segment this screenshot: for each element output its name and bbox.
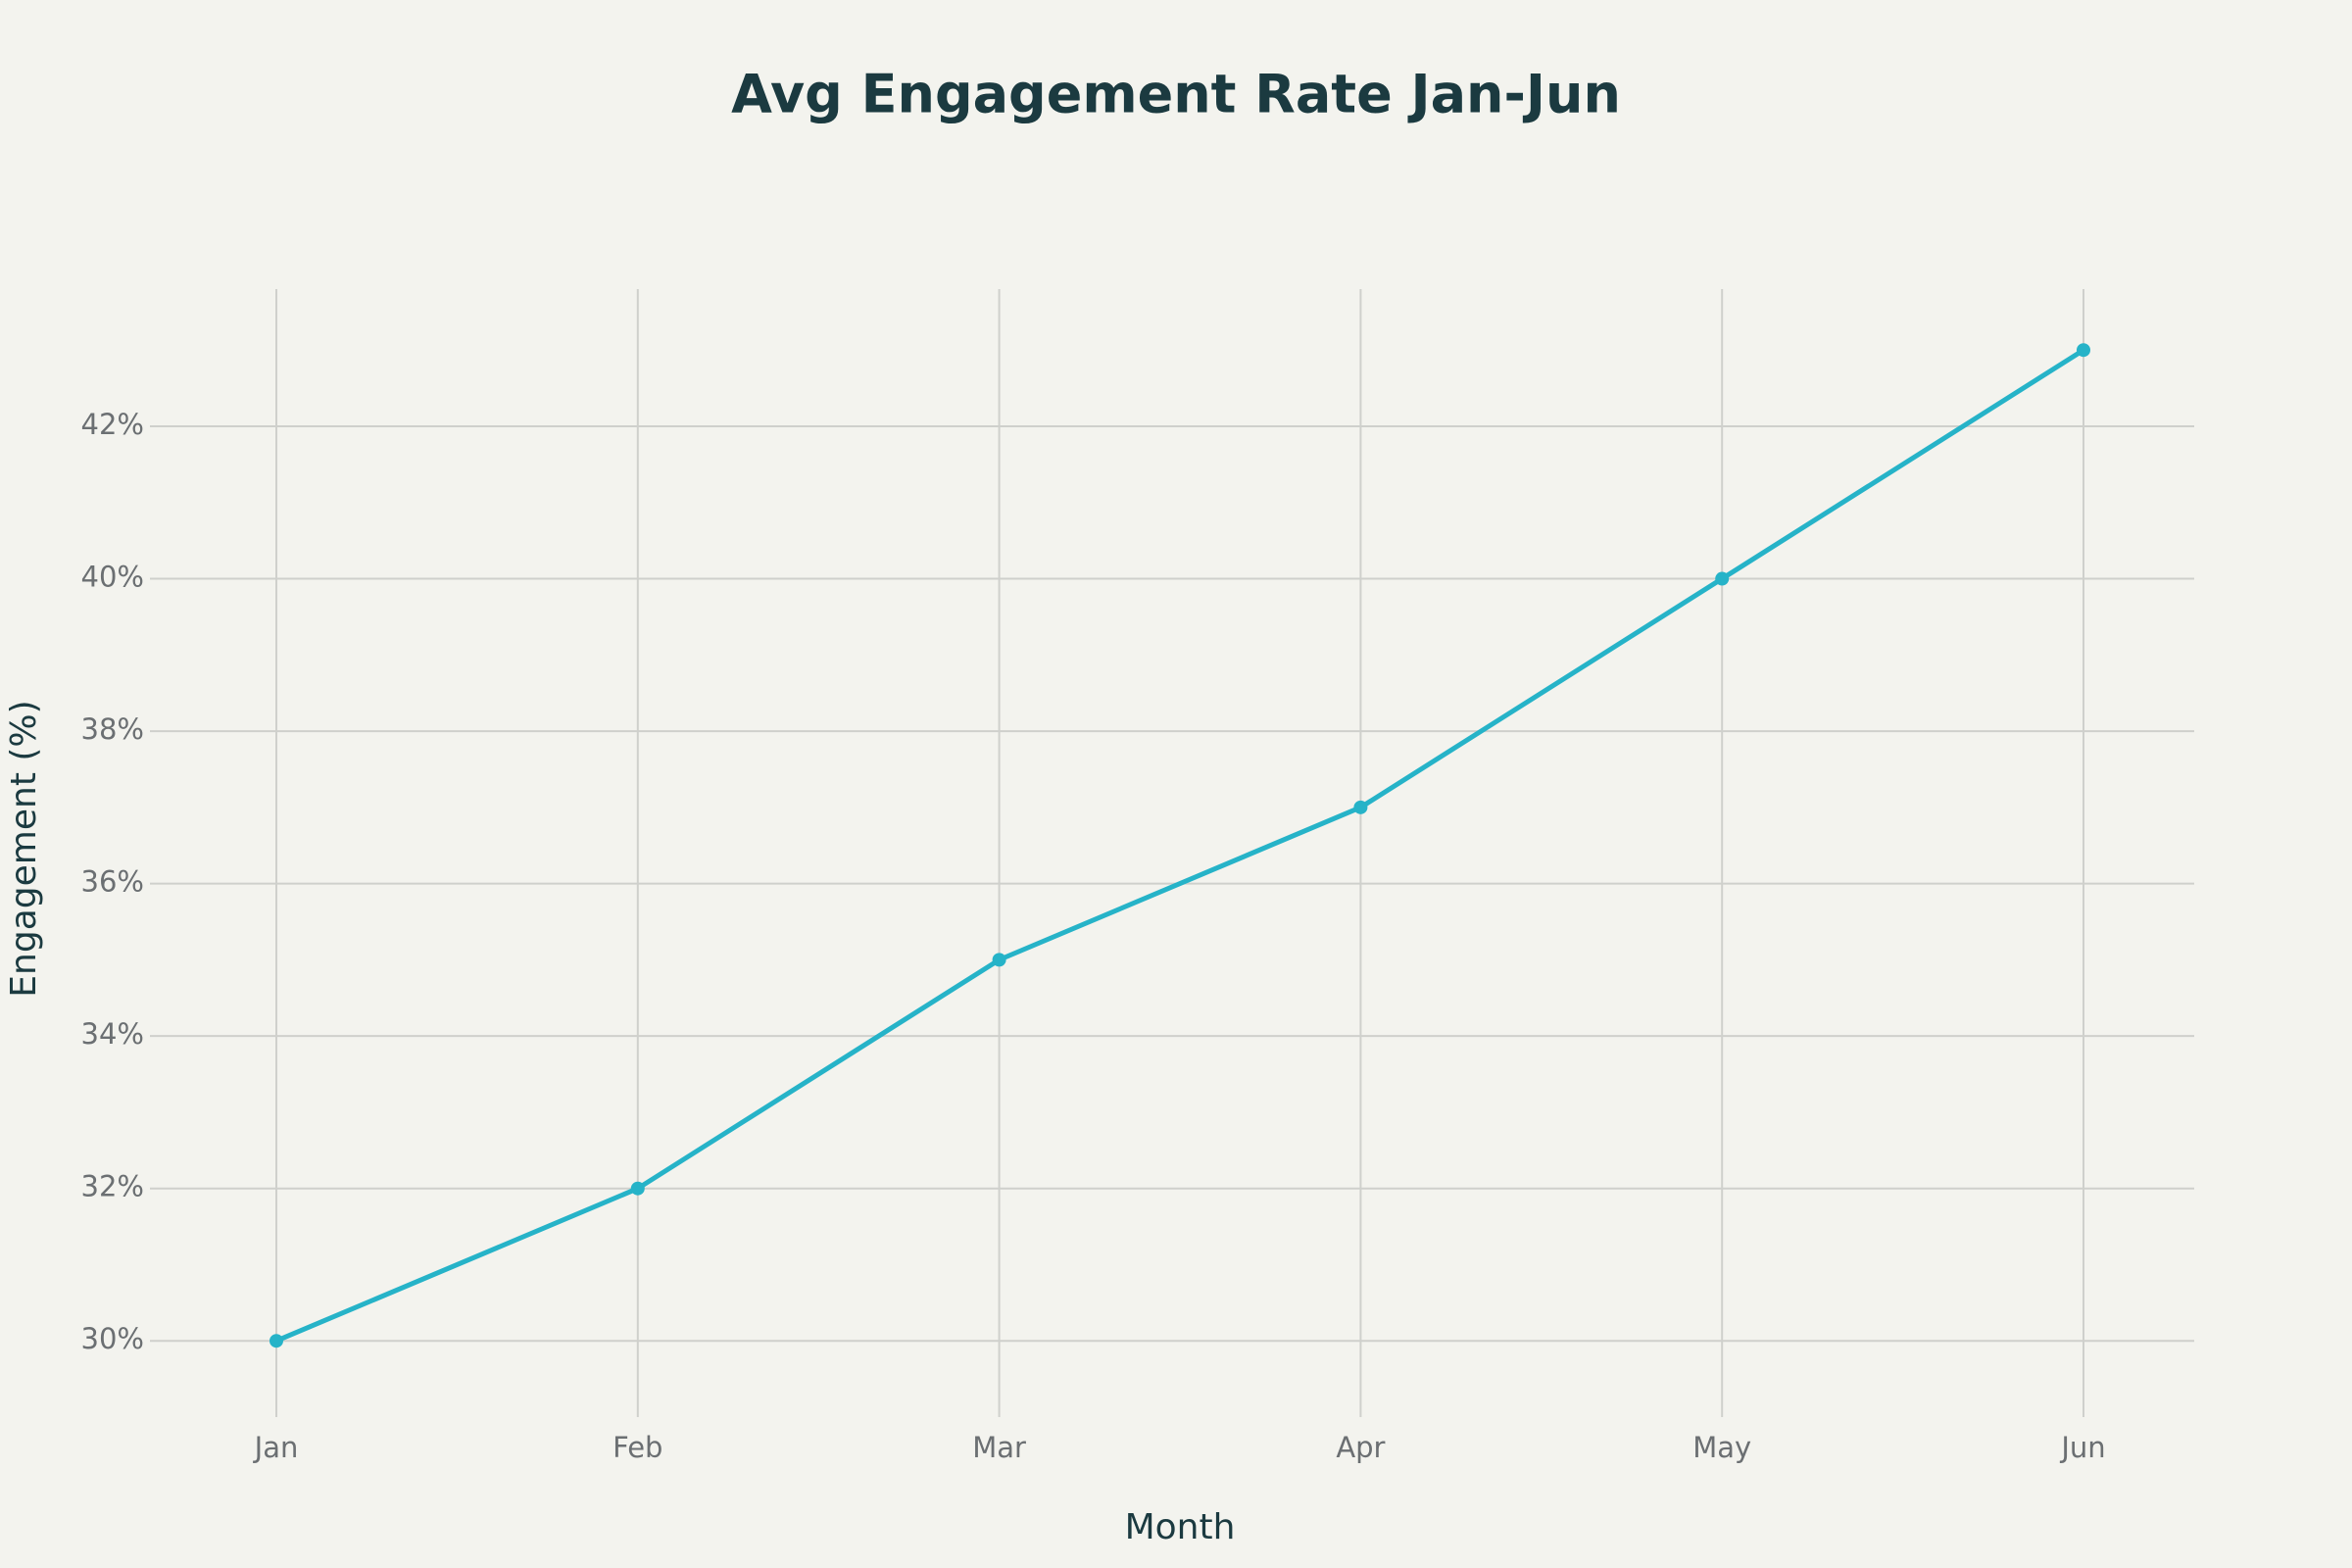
x-tick-label: Apr [1336, 1431, 1385, 1464]
y-tick-label: 34% [81, 1017, 144, 1051]
point [1715, 571, 1730, 586]
line [275, 348, 2085, 1344]
y-tick-label: 42% [81, 408, 144, 441]
point [992, 953, 1006, 967]
x-tick-label: Mar [972, 1431, 1026, 1464]
y-tick-label: 32% [81, 1170, 144, 1203]
point [2077, 343, 2090, 358]
x-tick-label: Feb [612, 1431, 662, 1464]
point [630, 1181, 645, 1196]
chart-title: Avg Engagement Rate Jan-Jun [731, 64, 1621, 125]
point [1353, 800, 1368, 814]
y-tick-label: 40% [81, 561, 144, 594]
x-axis-title: Month [1125, 1507, 1236, 1547]
y-axis-title: Engagement (%) [4, 700, 44, 997]
x-tick-label: Jan [253, 1431, 299, 1464]
y-tick-label: 38% [81, 712, 144, 746]
x-tick-label: Jun [2059, 1431, 2105, 1464]
y-tick-label: 30% [81, 1322, 144, 1355]
y-tick-label: 36% [81, 865, 144, 899]
point [270, 1334, 283, 1348]
x-tick-label: May [1692, 1431, 1751, 1464]
